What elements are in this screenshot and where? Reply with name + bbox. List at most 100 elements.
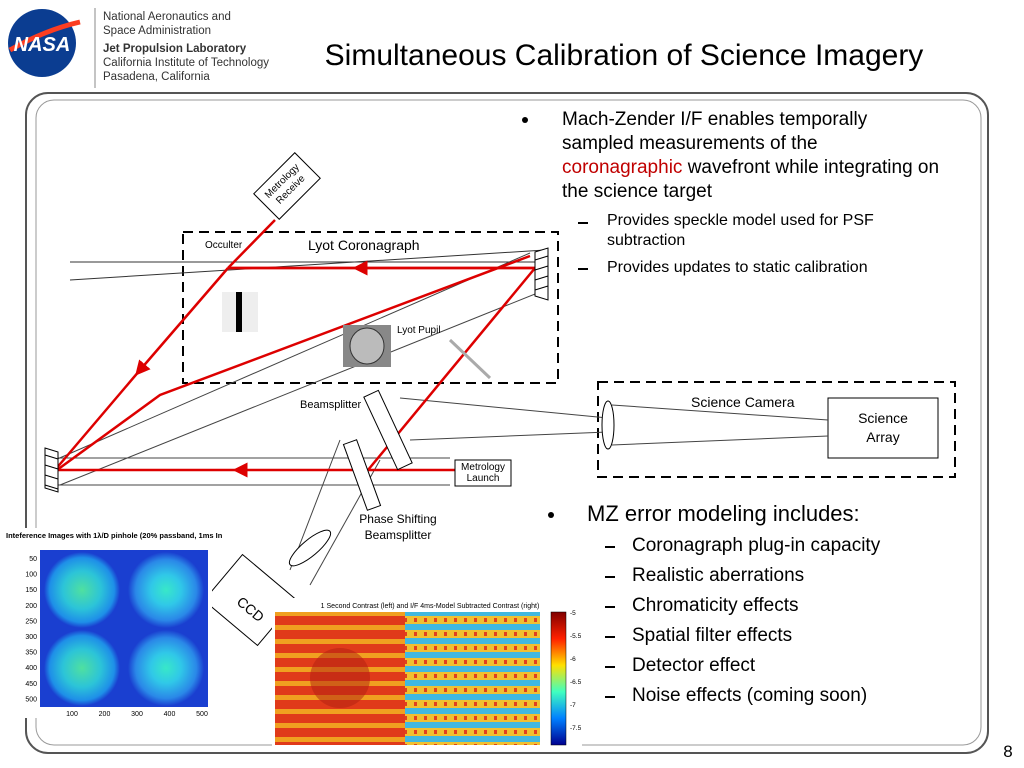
bullet-text: Mach-Zender I/F enables temporally sampl…: [562, 108, 942, 204]
lab-line: California Institute of Technology: [103, 57, 269, 69]
heatmap-blob: [44, 630, 120, 706]
bullet-text: MZ error modeling includes:: [587, 501, 860, 526]
beam: [399, 397, 609, 419]
lens: [288, 529, 332, 567]
y-tick-label: 100: [25, 572, 37, 579]
beamsplitter-plate: [363, 389, 413, 471]
contrast-inset: 1 Second Contrast (left) and I/F 4ms-Mod…: [272, 598, 582, 748]
label-science-array: Array: [866, 429, 899, 445]
highlight: coronagraphic: [562, 157, 683, 178]
lyot-stop: [448, 338, 492, 380]
y-tick-label: 300: [25, 634, 37, 641]
mirror-hatch: [44, 454, 59, 490]
x-tick-label: 200: [99, 711, 111, 718]
beam: [611, 404, 829, 421]
logo-swoosh: [8, 19, 81, 53]
sub-dash: [605, 576, 615, 578]
lab-line: Pasadena, California: [103, 71, 210, 83]
slide-title: Simultaneous Calibration of Science Imag…: [325, 39, 924, 72]
camera-box: [597, 381, 956, 478]
beam: [54, 252, 531, 461]
text-run: Mach-Zender I/F enables temporally sampl…: [562, 109, 868, 154]
sub-dash: [605, 546, 615, 548]
y-tick-label: 500: [25, 696, 37, 703]
logo-text: NASA: [14, 34, 71, 56]
page-number: 8: [1003, 742, 1012, 761]
heatmap-blob: [128, 630, 204, 706]
beam: [59, 289, 546, 486]
sub-dash: [578, 268, 588, 270]
bullet: [522, 117, 528, 123]
beam: [611, 435, 829, 446]
sub-dash: [605, 636, 615, 638]
y-tick-label: 150: [25, 587, 37, 594]
lens: [601, 400, 615, 450]
text-run: wavefront while integrating on the scien…: [562, 157, 940, 202]
frame: [25, 92, 989, 754]
y-tick-label: 400: [25, 665, 37, 672]
metrology-ray: [227, 219, 276, 269]
label-science-camera: Science Camera: [691, 394, 795, 410]
mirror: [44, 447, 59, 493]
sub-bullet-text: Spatial filter effects: [632, 625, 793, 646]
sub-bullet-text: Chromaticity effects: [632, 595, 799, 616]
heatmap-core: [310, 648, 370, 708]
x-tick-label: 400: [164, 711, 176, 718]
colorbar: [550, 611, 567, 746]
sub-bullet-text: Noise effects (coming soon): [632, 685, 868, 706]
org-line: National Aeronautics and: [103, 11, 231, 23]
sub-bullet-text: Coronagraph plug-in capacity: [632, 535, 881, 556]
metrology-ray: [56, 254, 531, 472]
occulter-image: [236, 292, 242, 332]
sub-bullet-text: Realistic aberrations: [632, 565, 805, 586]
optical-diagram: Metrology Receive Occulter Lyot Coronagr…: [44, 152, 956, 647]
label-lyot-coronagraph: Lyot Coronagraph: [308, 237, 420, 253]
colorbar-tick-label: -7.5: [570, 725, 582, 732]
y-tick-label: 450: [25, 681, 37, 688]
phase-plate: [342, 439, 382, 511]
sub-bullet-text: Detector effect: [632, 655, 756, 676]
metrology-ray: [54, 267, 229, 471]
label-science-array: Science: [858, 410, 908, 426]
sub-dash: [605, 696, 615, 698]
label-metrology-launch: Launch: [467, 473, 500, 484]
x-tick-label: 500: [196, 711, 208, 718]
label-lyot-pupil: Lyot Pupil: [397, 325, 441, 336]
org-line: Space Administration: [103, 25, 211, 37]
sub-bullet-text: Provides speckle model used for PSF subt…: [607, 212, 874, 249]
label-box: [454, 459, 512, 487]
colorbar-tick-label: -5.5: [570, 633, 582, 640]
label-metrology-launch: Metrology: [461, 462, 505, 473]
y-tick-label: 50: [29, 556, 37, 563]
sub-dash: [605, 666, 615, 668]
label-occulter: Occulter: [205, 240, 243, 251]
sub-dash: [578, 222, 588, 224]
colorbar-tick-label: -5: [570, 610, 576, 617]
label-phase-shifting: Phase Shifting: [359, 512, 436, 526]
colorbar-tick-label: -6: [570, 656, 576, 663]
x-tick-label: 300: [131, 711, 143, 718]
beam: [69, 249, 546, 281]
heatmap-blob: [128, 552, 204, 628]
sub-bullet-text: Provides updates to static calibration: [607, 259, 868, 276]
label-beamsplitter: Beamsplitter: [300, 399, 361, 411]
bullet: [548, 512, 554, 518]
label-phase-shifting: Beamsplitter: [365, 528, 432, 542]
sub-dash: [605, 606, 615, 608]
mirror-hatch: [534, 255, 549, 291]
x-tick-label: 100: [66, 711, 78, 718]
y-tick-label: 250: [25, 618, 37, 625]
inset-title: 1 Second Contrast (left) and I/F 4ms-Mod…: [321, 603, 540, 610]
label-box: [253, 152, 321, 220]
y-tick-label: 200: [25, 603, 37, 610]
beam: [409, 431, 609, 441]
science-array-box: [827, 397, 939, 459]
lab-line: Jet Propulsion Laboratory: [103, 43, 247, 55]
lyot-box: [182, 231, 559, 384]
interference-inset: Inteference Images with 1λ/D pinhole (20…: [6, 528, 223, 718]
pupil-image: [349, 327, 385, 365]
heatmap-blob: [44, 552, 120, 628]
colorbar-tick-label: -7: [570, 702, 576, 709]
